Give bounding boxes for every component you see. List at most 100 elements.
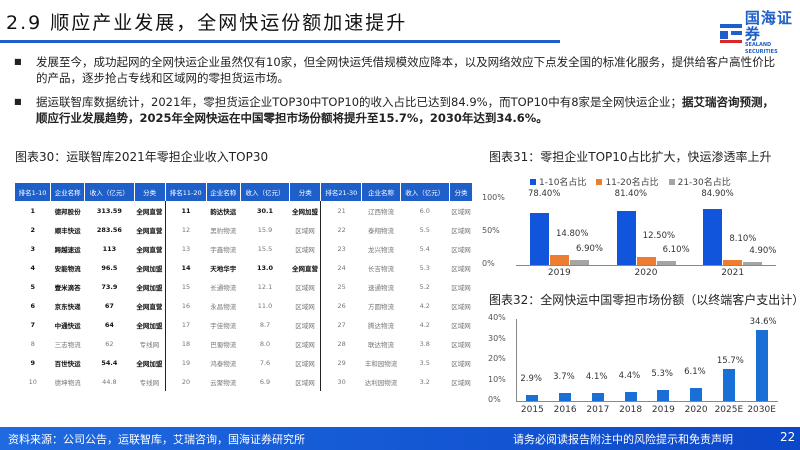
bar	[690, 388, 703, 401]
table-cell: 区域网	[451, 264, 471, 273]
table-cell: 全网直营	[134, 296, 166, 315]
table-cell: 2	[30, 225, 36, 234]
chart31-legend: 1-10名占比 11-20名占比 21-30名占比	[530, 175, 731, 188]
table-cell: 腾达物流	[367, 321, 394, 330]
table-cell: 区域网	[451, 340, 471, 349]
table-cell: 24	[337, 263, 346, 272]
table-cell: 7	[30, 320, 36, 329]
table-cell: 23	[337, 244, 346, 253]
table-cell: 区域网	[289, 315, 322, 334]
logo-mark-icon	[720, 22, 742, 44]
table-cell: 丰和园物流	[364, 359, 398, 368]
table-cell: 达利园物流	[364, 378, 398, 387]
table-cell: 5.2	[419, 282, 430, 291]
table-cell: 全网直营	[134, 239, 166, 258]
table-cell: 区域网	[451, 359, 471, 368]
table-cell: 7.6	[259, 358, 271, 367]
column-header: 企业名称	[361, 183, 401, 201]
table-cell: 区域网	[451, 245, 471, 254]
table-cell: 区域网	[451, 207, 471, 216]
table-cell: 54.4	[101, 358, 118, 367]
table-cell: 巴蜀物流	[210, 340, 237, 349]
table-cell: 6.0	[419, 206, 430, 215]
table-cell: 全网加盟	[134, 315, 166, 334]
table-cell: 11	[181, 206, 191, 215]
bullet-item: ■ 发展至今，成功起网的全网快运企业虽然仅有10家，但全网快运凭借规模效应降本，…	[14, 54, 784, 86]
table-cell: 11.0	[257, 301, 273, 310]
table-cell: 云聚物流	[210, 378, 237, 387]
table-cell: 28	[337, 339, 346, 348]
table-cell: 鸿泰物流	[210, 359, 237, 368]
bullet-square-icon: ■	[14, 97, 22, 106]
footer-bar: 资料来源：公司公告，运联智库，艾瑞咨询，国海证券研究所 请务必阅读报告附注中的风…	[0, 427, 800, 450]
table-cell: 永昌物流	[210, 302, 237, 311]
table-row: 6 京东快递 67 全网直营 16 永昌物流 11.0 区域网 26 方圆物流 4.2 区域网	[15, 296, 473, 315]
chart32-title: 图表32：全网快运中国零担市场份额（以终端客户支出计）	[489, 293, 800, 307]
bullet-item: ■ 据运联智库数据统计，2021年，零担货运企业TOP30中TOP10的收入占比…	[14, 94, 784, 126]
table-row: 3 跨越速运 113 全网直营 13 宇鑫物流 15.5 区域网 23 龙兴物流 5.4 区域网	[15, 239, 473, 258]
table-cell: 长吉物流	[367, 264, 394, 273]
table-cell: 区域网	[289, 220, 322, 239]
bar	[526, 395, 539, 401]
table-cell: 区域网	[451, 321, 471, 330]
table-cell: 5.3	[419, 263, 430, 272]
table-cell: 8	[30, 339, 35, 348]
table-cell: 3.2	[419, 377, 430, 386]
table-cell: 113	[102, 244, 117, 253]
table-cell: 20	[181, 377, 191, 386]
table-cell: 区域网	[289, 277, 322, 296]
table-cell: 6	[30, 301, 36, 310]
bar	[550, 255, 569, 265]
disclaimer: 请务必阅读报告附注中的风险提示和免责声明	[513, 433, 733, 446]
table-cell: 5	[30, 282, 36, 291]
table-cell: 4	[30, 263, 36, 272]
table-cell: 4.2	[419, 301, 430, 310]
table-cell: 全网直营	[134, 201, 166, 220]
legend-item: 11-20名占比	[596, 175, 659, 188]
table-cell: 5.5	[419, 225, 430, 234]
table-cell: 283.56	[96, 225, 122, 234]
table-cell: 3	[30, 244, 36, 253]
table-row: 8 三志物流 62 专线网 18 巴蜀物流 8.0 区域网 28 联达物流 3.8 区域网	[15, 334, 473, 353]
table-cell: 顺丰快运	[54, 226, 81, 235]
table-cell: 长通物流	[210, 283, 237, 292]
table-cell: 13	[181, 244, 191, 253]
table-cell: 韵达快运	[210, 207, 237, 216]
table-cell: 30.1	[256, 206, 274, 215]
bar	[656, 260, 676, 265]
bar	[591, 392, 604, 401]
table-cell: 京东快递	[54, 302, 81, 311]
table-cell: 全网加盟	[289, 201, 322, 220]
table-row: 1 德邦股份 313.59 全网直营 11 韵达快运 30.1 全网加盟 21 辽西物流 6.0 区域…	[15, 201, 473, 220]
column-header: 分类	[289, 183, 322, 201]
table-cell: 6.9	[259, 377, 271, 386]
bar	[657, 390, 670, 401]
table-cell: 64	[104, 320, 114, 329]
company-logo: 国海证券 SEALAND SECURITIES	[720, 10, 800, 56]
table-cell: 16	[181, 301, 191, 310]
bullet-square-icon: ■	[14, 57, 22, 66]
table-cell: 18	[181, 339, 191, 348]
table-cell: 73.9	[101, 282, 118, 291]
table-cell: 15	[181, 282, 191, 291]
chart32-plot: 0% 10% 20% 30% 40% 2.9% 2015 3.7% 2016 4.1% 2017 4.…	[488, 313, 778, 415]
table-cell: 德邦股份	[54, 207, 81, 216]
table-cell: 8.0	[259, 339, 271, 348]
source-note: 资料来源：公司公告，运联智库，艾瑞咨询，国海证券研究所	[8, 433, 305, 446]
logo-name-cn: 国海证券	[744, 9, 793, 43]
table-cell: 19	[181, 358, 191, 367]
bullet-text: 据运联智库数据统计，2021年，零担货运企业TOP30中TOP10的收入占比已达…	[36, 95, 683, 109]
bar	[743, 261, 763, 265]
table-cell: 30	[337, 377, 346, 386]
table-cell: 辽西物流	[367, 207, 394, 216]
bullet-bold-text: 据艾瑞咨询预测，顺应行业发展趋势，2025年全网快运在中国零担市场份额将提升至1…	[36, 95, 775, 125]
table-cell: 全网直营	[134, 220, 166, 239]
table-cell: 67	[104, 301, 114, 310]
chart31-plot: 0% 50% 100% 78.40% 14.80% 6.90% 2019 81.40% 12.5…	[482, 189, 777, 278]
column-header: 分类	[449, 183, 474, 201]
table-cell: 3.8	[419, 339, 430, 348]
table-cell: 区域网	[451, 283, 471, 292]
table-cell: 15.5	[257, 244, 273, 253]
table-row: 9 百世快运 54.4 全网加盟 19 鸿泰物流 7.6 区域网 29 丰和园物流 3.5 区域网	[15, 353, 473, 372]
table-cell: 宇佳物流	[210, 321, 237, 330]
